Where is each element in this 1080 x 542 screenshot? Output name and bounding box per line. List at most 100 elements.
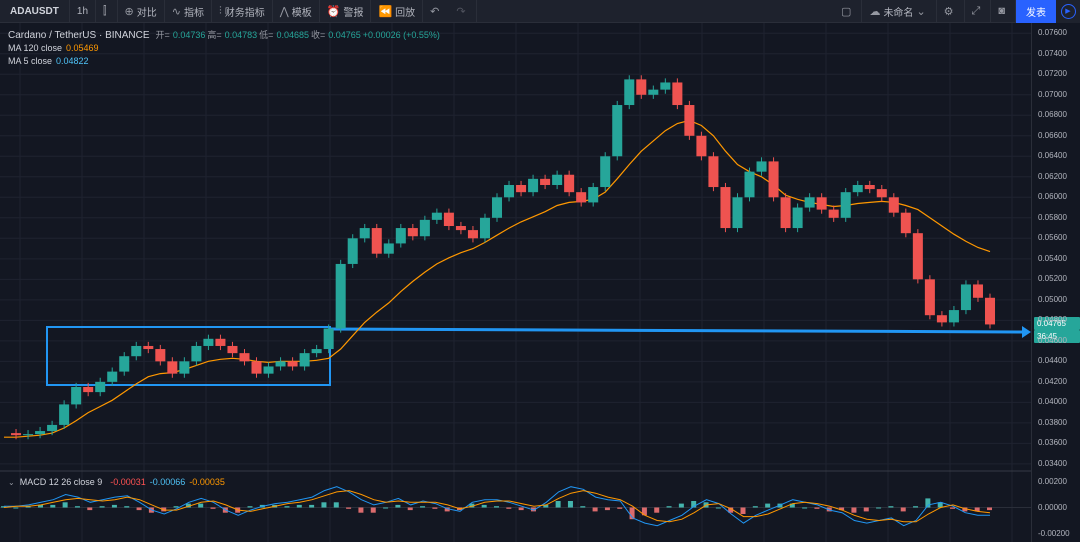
macd-histogram-bar — [358, 507, 364, 513]
templates-icon: ⋀ — [279, 5, 289, 18]
candle-body — [443, 212, 454, 227]
settings-button[interactable]: ⚙ — [937, 0, 965, 23]
ma120-value: 0.05469 — [66, 43, 99, 53]
price-tick-label: 0.04000 — [1038, 397, 1067, 407]
macd-histogram-bar — [654, 507, 660, 513]
candle-body — [239, 353, 250, 362]
macd-tick-label: -0.00200 — [1038, 528, 1070, 538]
macd-line-value: -0.00066 — [149, 477, 186, 487]
macd-hist-value: -0.00031 — [110, 477, 146, 487]
candle-body — [564, 174, 575, 193]
macd-histogram-bar — [494, 506, 499, 508]
candle-body — [311, 349, 322, 354]
legend-ma120-row[interactable]: MA 120 close 0.05469 — [8, 42, 442, 55]
compare-label: 对比 — [136, 7, 157, 19]
redo-button[interactable]: ↷ — [449, 0, 477, 23]
price-tick-label: 0.04400 — [1038, 356, 1067, 366]
candle-body — [684, 105, 695, 136]
publish-button[interactable]: 发表 — [1016, 0, 1056, 23]
annotation-arrow[interactable] — [329, 326, 1031, 338]
candle-body — [516, 184, 527, 193]
candle-body — [600, 156, 611, 188]
templates-button[interactable]: ⋀ 模板 — [273, 0, 320, 23]
financials-icon: ⫶ — [218, 4, 222, 17]
candle-body — [936, 315, 947, 323]
macd-histogram-bar — [13, 507, 19, 509]
indicators-label: 指标 — [183, 7, 204, 19]
candle-body — [624, 79, 635, 106]
candle-body — [263, 366, 274, 374]
templates-label: 模板 — [291, 7, 312, 19]
financials-button[interactable]: ⫶ 财务指标 — [212, 0, 273, 23]
macd-histogram-bar — [74, 506, 80, 508]
candle-body — [47, 424, 58, 432]
chevron-down-icon: ⌄ — [916, 5, 926, 18]
ohlc-high-value: 0.04783 — [224, 30, 258, 40]
candle-body — [888, 197, 899, 213]
candle-body — [467, 230, 478, 239]
macd-histogram-bar — [321, 502, 327, 508]
replay-label: 回放 — [395, 7, 416, 19]
undo-button[interactable]: ↶ — [423, 0, 449, 23]
compare-button[interactable]: ⊕ 对比 — [118, 0, 165, 23]
macd-histogram-bar — [185, 503, 191, 508]
layout-name-button[interactable]: ☁ 未命名 ⌄ — [862, 0, 937, 23]
gear-icon: ⚙ — [943, 5, 954, 18]
candle-body — [876, 189, 887, 198]
legend-ma5-row[interactable]: MA 5 close 0.04822 — [8, 55, 442, 68]
candle-body — [491, 197, 503, 218]
candle-body — [504, 184, 515, 198]
macd-histogram-bar — [506, 507, 512, 509]
candles-icon: ⫿ — [103, 4, 107, 17]
macd-histogram-bar — [395, 504, 401, 508]
interval-button[interactable]: 1h — [70, 0, 97, 23]
top-toolbar: ADAUSDT 1h ⫿ ⊕ 对比 ∿ 指标 ⫶ 财务指标 ⋀ 模板 ⏰ 警报 … — [0, 0, 1080, 23]
fullscreen-select-button[interactable]: ▢ — [834, 0, 863, 23]
symbol-title[interactable]: Cardano / TetherUS · BINANCE — [8, 30, 150, 41]
macd-histogram-bar — [802, 507, 808, 509]
candle-body — [636, 79, 647, 95]
chart-type-button[interactable]: ⫿ — [96, 0, 118, 23]
candle-body — [828, 209, 839, 218]
collapse-chevron-icon[interactable]: ⌄ — [8, 477, 15, 487]
macd-tick-label: 0.00200 — [1038, 476, 1067, 486]
redo-icon: ↷ — [456, 5, 466, 18]
square-icon: ▢ — [841, 5, 852, 18]
indicator-icon: ∿ — [171, 5, 181, 18]
candle-body — [972, 284, 983, 298]
ma120-line-layer — [4, 119, 991, 438]
candle-body — [431, 212, 442, 220]
alert-button[interactable]: ⏰ 警报 — [320, 0, 372, 23]
fullscreen-button[interactable]: ⤢ — [965, 0, 992, 23]
symbol-search[interactable]: ADAUSDT — [0, 0, 70, 23]
price-axis[interactable]: 0.04765 36:45 0.07600 0.07400 0.07200 0.070… — [1031, 23, 1080, 542]
indicators-button[interactable]: ∿ 指标 — [165, 0, 212, 23]
macd-histogram-bar — [383, 507, 389, 509]
candle-body — [191, 345, 202, 362]
candle-body — [407, 228, 418, 237]
candle-body — [11, 433, 22, 436]
macd-histogram-bar — [691, 501, 697, 508]
rewind-icon: ⏪ — [378, 5, 393, 18]
macd-histogram-bar — [962, 507, 968, 512]
candle-body — [95, 381, 106, 393]
macd-histogram-bar — [469, 503, 475, 508]
macd-legend[interactable]: ⌄ MACD 12 26 close 9 -0.00031 -0.00066 -… — [8, 477, 225, 487]
candle-body — [371, 228, 382, 254]
macd-histogram-bar — [666, 506, 672, 508]
ohlc-close-label: 收= — [310, 30, 326, 40]
macd-histogram-bar — [50, 504, 56, 508]
price-line-layer — [11, 75, 996, 440]
macd-histogram-bar — [925, 498, 931, 508]
chart-canvas[interactable] — [0, 23, 1031, 542]
annotation-rectangle[interactable] — [46, 326, 331, 386]
macd-histogram-bar — [765, 503, 771, 508]
replay-play-button[interactable]: ▶ — [1056, 0, 1080, 23]
candle-body — [299, 353, 310, 367]
screenshot-button[interactable]: ◙ — [991, 0, 1016, 23]
macd-histogram-bar — [555, 501, 561, 508]
ohlc-close: 收= 0.04765 — [311, 29, 363, 42]
macd-histogram-bar — [136, 507, 142, 511]
replay-button[interactable]: ⏪ 回放 — [371, 0, 424, 23]
price-tick-label: 0.03800 — [1038, 417, 1067, 427]
